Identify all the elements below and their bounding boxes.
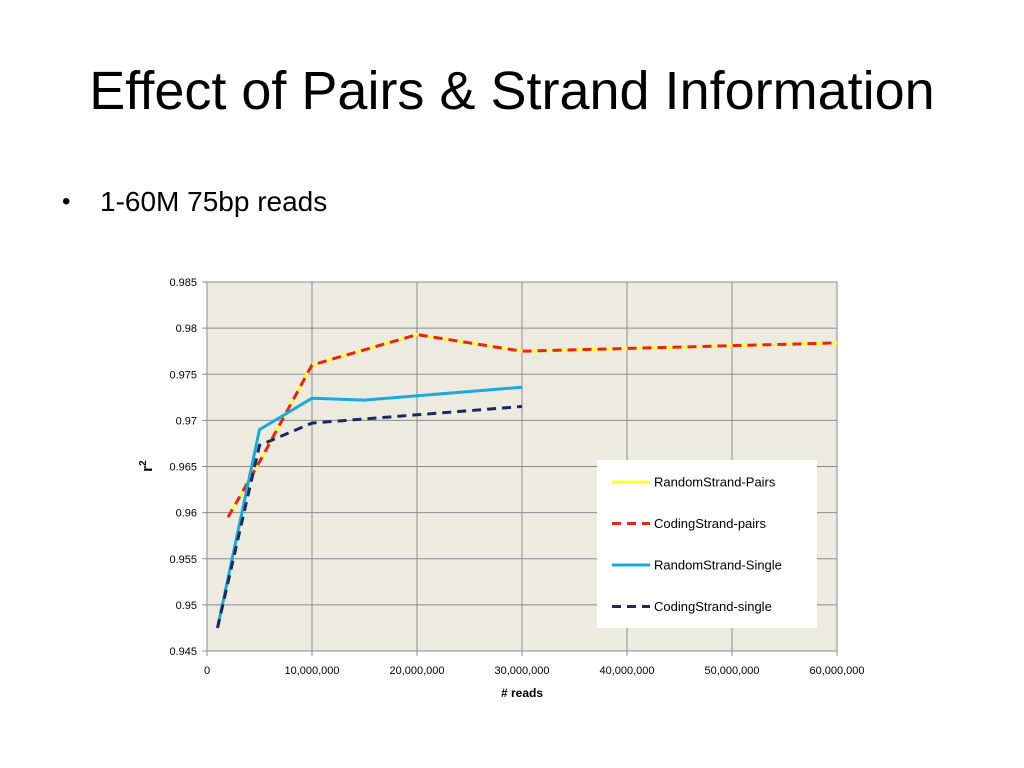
y-tick-label: 0.955: [169, 554, 197, 566]
bullet-item: • 1-60M 75bp reads: [62, 186, 327, 218]
series-group: [216, 333, 838, 629]
x-tick-label: 20,000,000: [389, 665, 444, 677]
x-tick-label: 40,000,000: [599, 665, 654, 677]
y-tick-label: 0.975: [169, 369, 197, 381]
slide-title: Effect of Pairs & Strand Information: [89, 61, 935, 121]
legend-label-3: RandomStrand-Single: [654, 558, 782, 573]
y-tick-label: 0.95: [176, 600, 197, 612]
series-line-2: [226, 333, 838, 518]
bullet-list: • 1-60M 75bp reads: [62, 186, 327, 218]
y-tick-label: 0.96: [176, 508, 197, 520]
y-tick-label: 0.985: [169, 277, 197, 289]
x-tick-label: 0: [204, 665, 210, 677]
y-axis: 0.945 0.95 0.955 0.96 0.965 0.97 0.975 0.98 0.98…: [169, 277, 207, 658]
y-axis-label: r2: [138, 460, 156, 472]
legend-label-2: CodingStrand-pairs: [654, 516, 767, 531]
bullet-dot-icon: •: [62, 188, 71, 215]
y-tick-label: 0.97: [176, 415, 197, 427]
x-tick-label: 50,000,000: [704, 665, 759, 677]
y-tick-label: 0.965: [169, 462, 197, 474]
y-tick-label: 0.98: [176, 323, 197, 335]
legend-box: [597, 460, 817, 628]
legend-label-4: CodingStrand-single: [654, 599, 772, 614]
x-tick-label: 30,000,000: [494, 665, 549, 677]
legend: RandomStrand-Pairs CodingStrand-pairs Rand…: [597, 460, 817, 628]
series-line-3: [216, 385, 523, 629]
y-tick-label: 0.945: [169, 646, 197, 658]
x-axis: 0 10,000,000 20,000,000 30,000,000 40,000,00…: [204, 651, 865, 677]
legend-label-1: RandomStrand-Pairs: [654, 475, 776, 490]
x-tick-label: 10,000,000: [284, 665, 339, 677]
x-tick-label: 60,000,000: [809, 665, 864, 677]
series-line-4: [216, 405, 523, 629]
bullet-text: 1-60M 75bp reads: [100, 186, 328, 217]
x-axis-label: # reads: [501, 686, 543, 700]
